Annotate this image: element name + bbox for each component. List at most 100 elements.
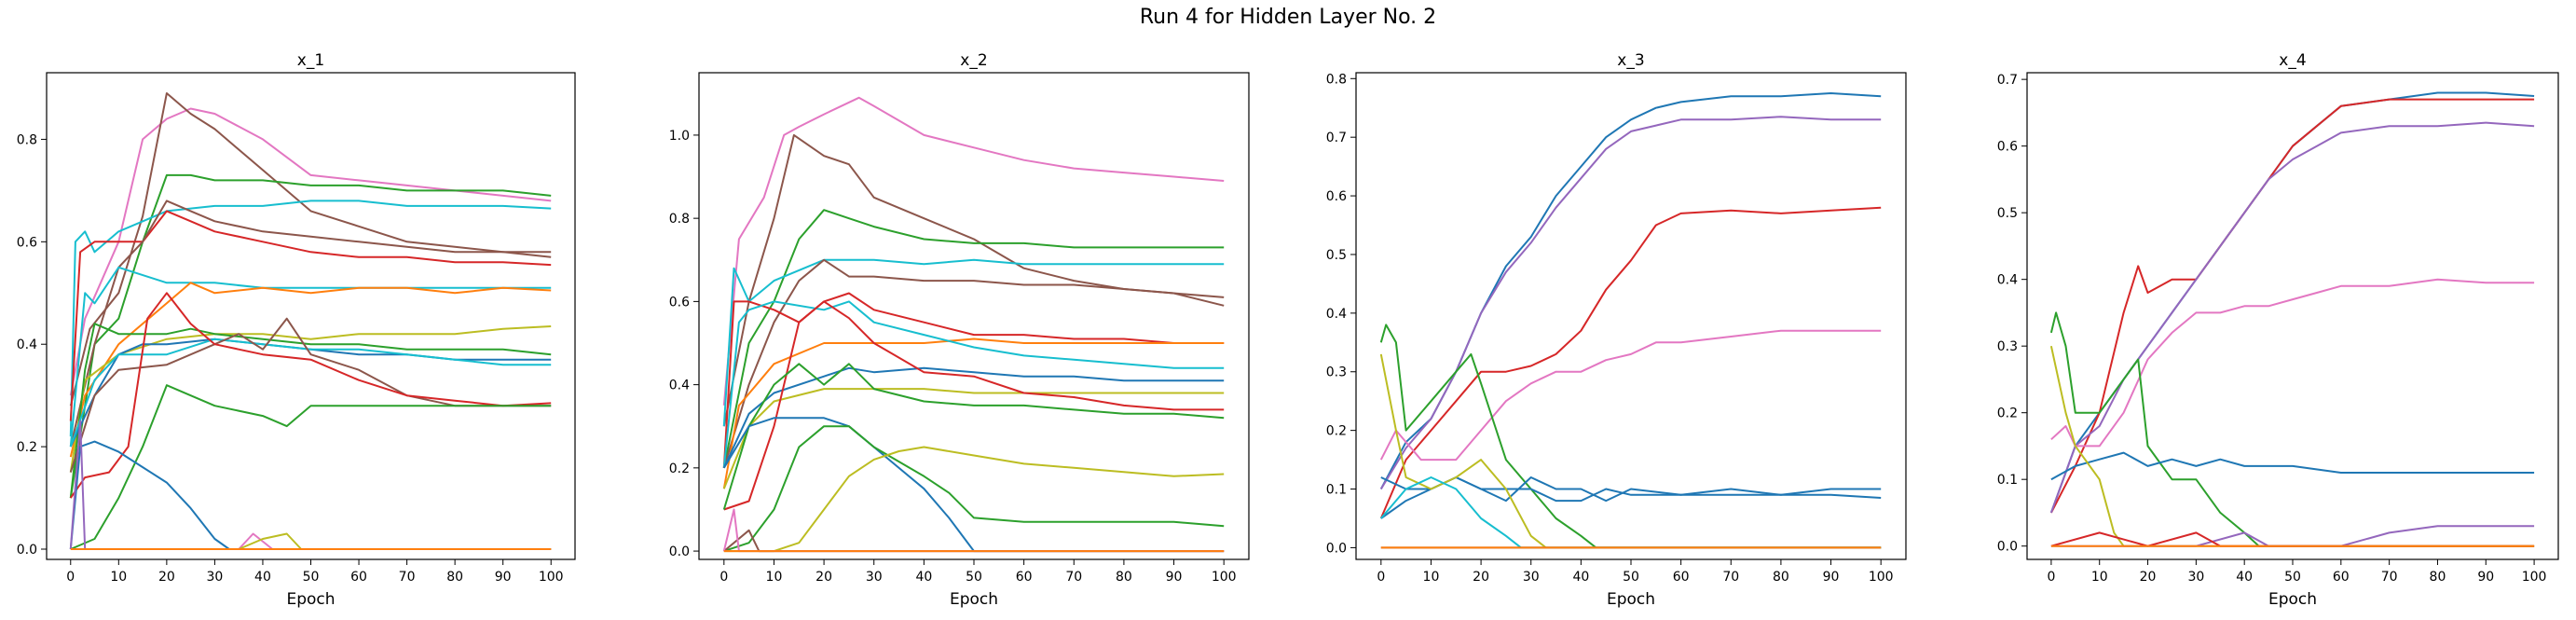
y-tick-label: 0.8 [17,132,37,147]
series-line-12 [722,363,1225,510]
panel-title: x_4 [2279,51,2306,70]
series-line-5 [1379,324,1882,549]
series-line-14 [723,425,1225,553]
x-axis-label: Epoch [2268,590,2317,609]
x-tick-label: 80 [1116,570,1132,585]
y-tick-label: 0.1 [1997,473,2018,488]
series-line-3 [722,209,1225,468]
x-axis-label: Epoch [950,590,998,609]
series-line-6 [69,200,552,448]
series-line-13 [69,317,552,473]
y-tick-label: 0.5 [1997,206,2018,221]
y-tick-label: 0.3 [1326,365,1347,380]
y-tick-label: 0.7 [1997,73,2018,88]
y-tick-label: 0.0 [1326,541,1347,556]
x-tick-label: 60 [350,570,367,585]
x-tick-label: 50 [1623,570,1639,585]
x-tick-label: 20 [815,570,832,585]
x-tick-label: 90 [495,570,512,585]
y-tick-label: 0.6 [669,295,690,310]
y-tick-label: 1.0 [669,129,690,144]
y-tick-label: 0.4 [17,338,37,352]
x-tick-label: 90 [1823,570,1840,585]
x-tick-label: 0 [66,570,75,585]
series-line-3 [2049,121,2535,514]
y-tick-label: 0.0 [17,543,37,558]
y-tick-label: 0.2 [669,462,690,476]
x-tick-label: 40 [254,570,271,585]
series-line-8 [722,300,1225,468]
x-axis-label: Epoch [286,590,335,609]
x-tick-label: 40 [915,570,932,585]
series-line-2 [1379,116,1882,490]
panel-title: x_3 [1617,51,1644,70]
series-line-7 [1380,476,1882,519]
x-tick-label: 60 [1673,570,1690,585]
x-tick-label: 80 [2430,570,2446,585]
series-line-15 [723,446,1225,553]
x-tick-label: 100 [539,570,564,585]
series-line-15 [70,384,552,550]
x-tick-label: 100 [1869,570,1894,585]
series-line-3 [69,173,552,499]
panel-title: x_1 [297,51,324,70]
series-line-5 [722,258,1225,469]
series-line-19 [238,532,552,550]
chart-panel-1: 0 10 20 30 40 50 60 70 80 90 100 0.0 0.2 0.4 0.6 0.8 x_1… [17,51,576,609]
x-tick-label: 80 [1773,570,1789,585]
x-tick-label: 100 [2522,570,2547,585]
series-line-8 [1379,353,1882,549]
x-tick-label: 0 [719,570,728,585]
y-tick-label: 0.8 [669,212,690,227]
x-tick-label: 30 [1523,570,1540,585]
y-tick-label: 0.0 [669,544,690,559]
series-line-1 [722,96,1225,406]
plot-frame [46,72,576,560]
chart-panel-4: 0 10 20 30 40 50 60 70 80 90 100 0.0 0.1 0.2 0.3 0.4 0.5… [1997,51,2559,609]
y-tick-label: 0.8 [1326,72,1347,87]
y-tick-label: 0.1 [1326,483,1347,498]
x-tick-label: 50 [966,570,982,585]
y-tick-label: 0.6 [1326,189,1347,204]
series-line-1 [1379,92,1882,489]
y-tick-label: 0.6 [17,235,37,250]
series-line-9 [2050,531,2535,547]
x-tick-label: 100 [1212,570,1237,585]
x-tick-label: 90 [2477,570,2494,585]
series-line-10 [69,323,552,499]
y-tick-label: 0.2 [1997,406,2018,421]
series-line-17 [69,420,552,550]
x-tick-label: 60 [1016,570,1033,585]
x-tick-label: 0 [2047,570,2055,585]
series-line-10 [722,388,1225,489]
series-line-8 [69,282,552,458]
chart-panel-2: 0 10 20 30 40 50 60 70 80 90 100 0.0 0.2 0.4 0.6 0.8 1.0… [669,51,1250,609]
series-line-2 [69,92,552,406]
x-tick-label: 60 [2333,570,2350,585]
x-tick-label: 70 [399,570,416,585]
series-line-17 [722,508,1225,553]
y-tick-label: 0.4 [1997,273,2018,288]
series-line-7 [2049,345,2535,547]
y-tick-label: 0.2 [17,440,37,455]
x-tick-label: 70 [2381,570,2398,585]
series-line-5 [69,210,552,421]
series-line-6 [2050,451,2535,481]
series-line-9 [722,366,1225,469]
series-line-3 [1379,206,1882,519]
series-line-16 [69,440,552,550]
x-tick-label: 10 [1423,570,1440,585]
series-line-11 [723,300,1225,511]
x-tick-label: 30 [2187,570,2204,585]
y-tick-label: 0.6 [1997,140,2018,155]
series-line-13 [722,417,1225,553]
figure-title: Run 4 for Hidden Layer No. 2 [1139,6,1437,29]
x-tick-label: 50 [303,570,320,585]
y-tick-label: 0.3 [1997,339,2018,354]
y-tick-label: 0.5 [1326,248,1347,263]
series-line-6 [722,292,1225,468]
x-tick-label: 10 [110,570,127,585]
series-line-4 [1379,329,1882,462]
x-axis-label: Epoch [1607,590,1655,609]
